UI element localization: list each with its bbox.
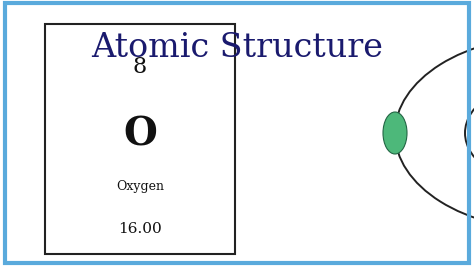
Text: 8: 8 [133, 56, 147, 78]
Text: 16.00: 16.00 [118, 222, 162, 236]
Text: O: O [123, 116, 157, 154]
Text: Atomic Structure: Atomic Structure [91, 32, 383, 64]
Ellipse shape [383, 112, 407, 154]
Bar [45, 24, 235, 254]
Text: Oxygen: Oxygen [116, 180, 164, 193]
